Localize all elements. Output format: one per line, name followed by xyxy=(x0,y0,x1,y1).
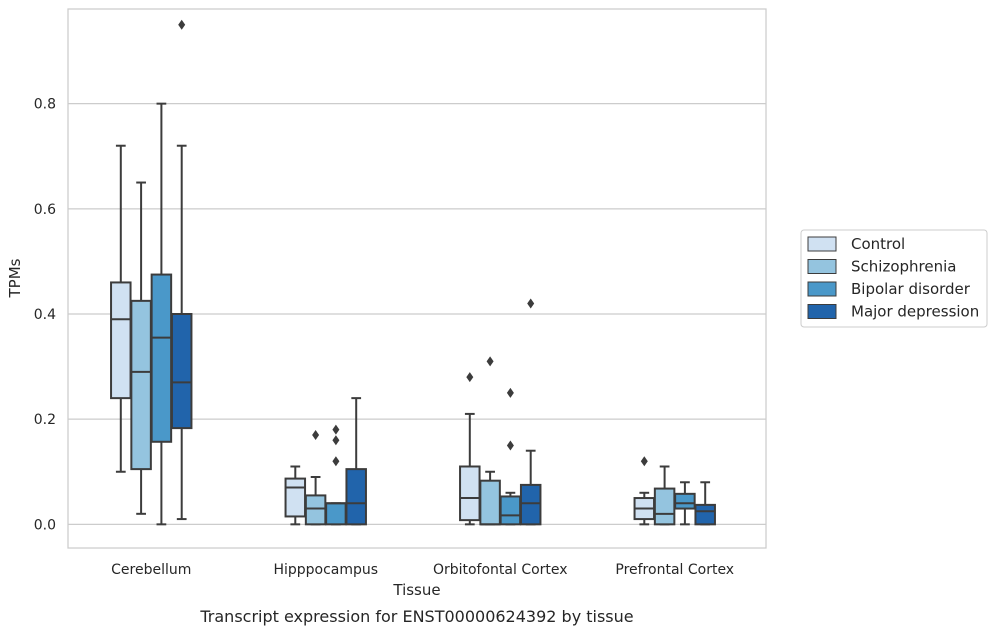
y-axis-title: TPMs xyxy=(6,258,24,298)
plot-frame xyxy=(67,8,767,549)
x-tick-labels: Cerebellum Hipppocampus Orbitofontal Corte… xyxy=(111,562,734,578)
box-body xyxy=(304,494,327,526)
box-body xyxy=(110,281,132,400)
box-bipolar-disorder xyxy=(674,481,696,526)
legend-label: Control xyxy=(851,235,905,253)
box-body xyxy=(653,487,676,526)
x-tick-label: Prefrontal Cortex xyxy=(615,562,734,578)
box-major-depression xyxy=(694,481,716,526)
y-tick-labels: 0.0 0.2 0.4 0.6 0.8 xyxy=(34,97,56,534)
y-tick-label: 0.8 xyxy=(34,97,56,113)
outlier-point xyxy=(640,456,648,467)
outlier-point xyxy=(527,298,535,309)
box-bipolar-disorder xyxy=(325,424,347,526)
legend-swatch xyxy=(807,259,837,274)
x-tick-label: Hipppocampus xyxy=(273,562,378,578)
box-body xyxy=(479,479,501,526)
box-body xyxy=(284,477,307,518)
outlier-point xyxy=(312,429,320,440)
legend: Control Schizophrenia Bipolar disorder Majo… xyxy=(800,229,988,328)
box-bipolar-disorder xyxy=(150,102,173,526)
box-body xyxy=(170,312,193,430)
box-body xyxy=(130,299,152,471)
legend-swatch xyxy=(807,236,837,252)
box-schizophrenia xyxy=(130,181,152,515)
box-schizophrenia xyxy=(479,356,501,526)
box-control xyxy=(633,456,656,526)
legend-swatch xyxy=(807,281,837,297)
y-tick-label: 0.0 xyxy=(34,517,56,533)
legend-label: Schizophrenia xyxy=(851,258,956,276)
box-control xyxy=(110,144,132,473)
box-body xyxy=(345,468,367,526)
box-control xyxy=(284,465,307,526)
box-control xyxy=(459,372,481,526)
y-tick-label: 0.4 xyxy=(34,307,56,323)
box-schizophrenia xyxy=(304,429,327,526)
x-tick-label: Orbitofontal Cortex xyxy=(433,562,568,578)
box-body xyxy=(499,495,522,526)
legend-frame xyxy=(800,229,988,328)
outlier-point xyxy=(466,372,474,383)
outlier-point xyxy=(178,19,186,30)
outlier-point xyxy=(506,440,514,451)
box-series xyxy=(110,19,716,526)
box-body xyxy=(694,503,716,526)
outlier-point xyxy=(332,456,340,467)
box-major-depression xyxy=(170,19,193,521)
box-body xyxy=(519,483,542,526)
outlier-point xyxy=(486,356,494,367)
y-tick-label: 0.6 xyxy=(34,202,56,218)
legend-label: Major depression xyxy=(851,303,979,321)
x-axis-title: Tissue xyxy=(392,581,440,599)
box-body xyxy=(150,273,173,443)
box-major-depression xyxy=(519,298,542,526)
legend-label: Bipolar disorder xyxy=(851,280,971,298)
box-schizophrenia xyxy=(653,465,676,526)
y-tick-label: 0.2 xyxy=(34,412,56,428)
box-major-depression xyxy=(345,397,367,526)
outlier-point xyxy=(506,387,514,398)
box-body xyxy=(674,492,696,510)
x-tick-label: Cerebellum xyxy=(111,562,191,578)
box-body xyxy=(325,502,347,526)
chart-caption: Transcript expression for ENST0000062439… xyxy=(199,607,633,626)
outlier-point xyxy=(332,435,340,446)
legend-swatch xyxy=(807,304,837,319)
outlier-point xyxy=(332,424,340,435)
box-bipolar-disorder xyxy=(499,387,522,526)
box-body xyxy=(459,465,481,522)
